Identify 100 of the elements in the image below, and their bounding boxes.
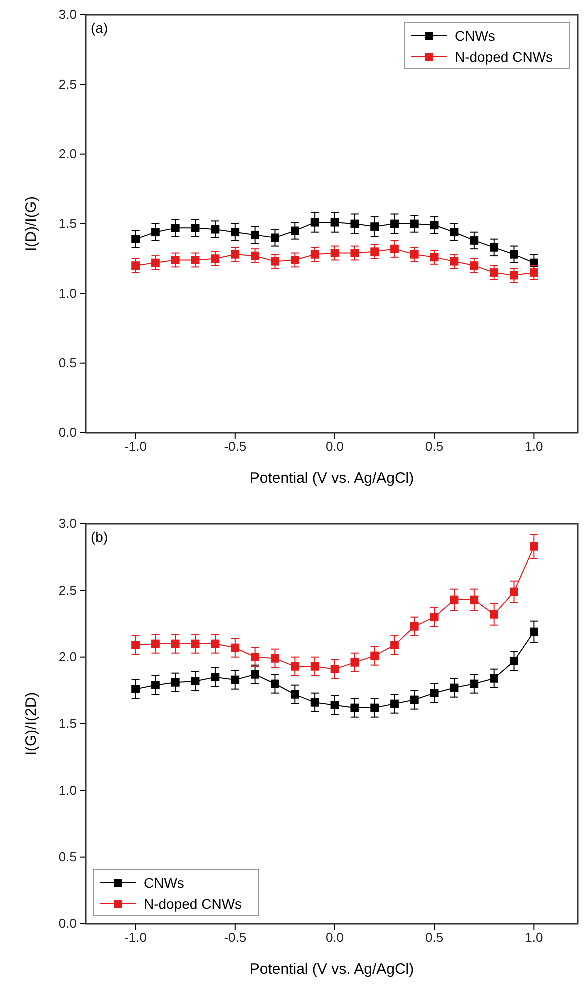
point [390, 220, 399, 228]
point [490, 268, 499, 277]
point [290, 226, 300, 236]
point [271, 257, 280, 266]
point [390, 700, 399, 708]
point [510, 271, 518, 280]
point [152, 681, 160, 690]
point [390, 641, 399, 650]
y-tick-label: 0.5 [58, 849, 77, 864]
point [271, 234, 280, 242]
point [390, 244, 399, 254]
y-tick-label: 3.0 [58, 516, 77, 532]
point [191, 640, 200, 648]
point [251, 230, 260, 240]
point [231, 250, 240, 259]
point [450, 228, 459, 237]
point [231, 644, 240, 652]
legend-label: N-doped CNWs [455, 49, 554, 65]
point [171, 678, 180, 687]
annotation: (b) [91, 529, 108, 545]
point [152, 228, 160, 237]
point [370, 248, 380, 256]
x-tick-label: -1.0 [124, 439, 147, 454]
x-tick-label: 0.0 [326, 930, 344, 946]
point [251, 653, 260, 662]
y-tick-label: 0.5 [58, 355, 77, 370]
annotation: (a) [91, 20, 108, 36]
point [410, 622, 419, 631]
x-tick-label: 1.0 [525, 439, 544, 454]
point [211, 254, 220, 264]
point [430, 253, 439, 262]
point [330, 218, 340, 227]
point [271, 680, 280, 688]
point [191, 677, 200, 686]
x-tick-label: -1.0 [124, 930, 147, 946]
point [410, 220, 419, 228]
point [211, 673, 220, 682]
point [231, 228, 240, 237]
point [450, 596, 459, 604]
point [350, 658, 360, 667]
point [450, 684, 459, 692]
y-tick-label: 2.0 [58, 146, 77, 162]
point [290, 662, 300, 671]
y-axis-title: I(G)/I(2D) [23, 692, 40, 756]
point [310, 662, 320, 671]
x-axis-title: Potential (V vs. Ag/AgCl) [250, 470, 414, 487]
point [430, 221, 439, 230]
point [350, 704, 360, 712]
point [470, 262, 479, 270]
point [290, 690, 300, 699]
point [211, 640, 220, 648]
y-tick-label: 2.5 [58, 582, 77, 598]
point [310, 250, 320, 259]
y-tick-label: 0.0 [58, 425, 77, 440]
point [410, 250, 419, 259]
point [350, 220, 360, 228]
point [490, 610, 499, 619]
point [430, 613, 439, 622]
y-tick-label: 1.0 [58, 782, 77, 798]
point [510, 250, 518, 259]
point [370, 222, 380, 231]
point [310, 698, 320, 707]
point [530, 542, 538, 551]
point [152, 640, 160, 648]
point [450, 257, 459, 266]
point [490, 674, 499, 683]
point [410, 696, 419, 704]
point [152, 258, 160, 268]
point [231, 676, 240, 684]
point [171, 256, 180, 264]
point [350, 249, 360, 258]
point [310, 218, 320, 227]
y-tick-label: 2.5 [58, 76, 77, 92]
x-tick-label: 0.5 [426, 439, 444, 454]
point [510, 657, 518, 666]
point [330, 249, 340, 258]
y-tick-label: 1.5 [58, 216, 77, 232]
point [271, 654, 280, 663]
point [171, 224, 180, 232]
legend-label: CNWs [455, 28, 496, 44]
point [251, 670, 260, 679]
point [530, 628, 538, 636]
legend-label: N-doped CNWs [144, 896, 242, 912]
point [251, 252, 260, 260]
y-tick-label: 1.5 [58, 716, 77, 732]
legend-label: CNWs [144, 875, 184, 891]
point [430, 689, 439, 698]
point [132, 262, 140, 270]
point [490, 244, 499, 252]
x-tick-label: 0.5 [426, 930, 444, 946]
x-tick-label: 1.0 [525, 930, 544, 946]
point [470, 680, 479, 688]
point [132, 641, 140, 650]
x-tick-label: -0.5 [224, 439, 247, 454]
x-tick-label: -0.5 [224, 930, 247, 946]
point [510, 588, 518, 596]
x-axis-title: Potential (V vs. Ag/AgCl) [250, 961, 414, 978]
y-axis-title: I(D)/I(G) [23, 196, 40, 252]
y-tick-label: 2.0 [58, 649, 77, 664]
x-tick-label: 0.0 [326, 439, 344, 454]
